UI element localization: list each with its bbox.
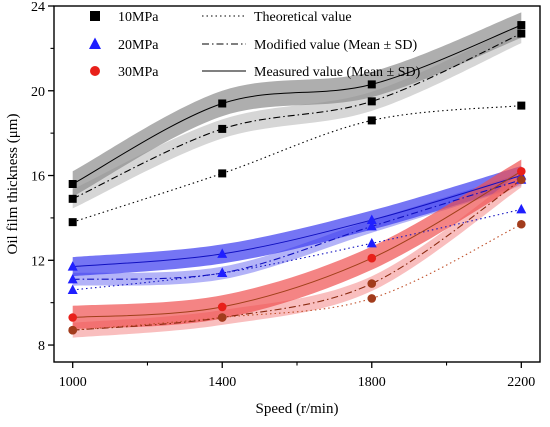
y-tick-label: 20 <box>31 85 45 100</box>
x-tick-label: 2200 <box>507 375 535 390</box>
legend-marker-10mpa <box>90 11 100 21</box>
line-theoretical-10mpa <box>72 105 522 223</box>
point-theoretical-20mpa-1000 <box>67 284 78 294</box>
point-modified-10mpa-1400 <box>218 124 227 133</box>
y-tick-label: 24 <box>31 0 45 15</box>
y-tick-label: 8 <box>38 339 45 354</box>
band-measured-10mpa <box>72 12 522 197</box>
band-modified-20mpa <box>72 173 522 286</box>
point-theoretical-10mpa-1400 <box>218 169 227 178</box>
data-markers <box>67 21 527 335</box>
legend-label-10mpa: 10MPa <box>118 10 159 25</box>
point-modified-30mpa-2200 <box>517 175 526 185</box>
point-theoretical-10mpa-1800 <box>367 116 376 125</box>
line-measured-10mpa <box>72 24 522 185</box>
point-measured-10mpa-1000 <box>68 180 77 188</box>
y-axis: 8 12 16 20 24 <box>31 0 54 354</box>
x-tick-label: 1400 <box>208 375 236 390</box>
band-modified-10mpa <box>72 24 522 209</box>
point-theoretical-10mpa-1000 <box>68 218 77 227</box>
point-measured-30mpa-1400 <box>217 302 227 312</box>
legend-marker-20mpa <box>89 37 101 49</box>
point-measured-10mpa-1400 <box>218 99 227 108</box>
x-tick-label: 1800 <box>358 375 386 390</box>
x-axis-label: Speed (r/min) <box>256 401 339 417</box>
legend-label-30mpa: 30MPa <box>118 65 159 80</box>
legend-style-label-1: Theoretical value <box>254 10 352 25</box>
point-modified-30mpa-1000 <box>68 325 77 335</box>
point-measured-10mpa-2200 <box>517 21 526 30</box>
point-measured-30mpa-2200 <box>517 166 526 176</box>
band-measured-30mpa <box>72 159 522 330</box>
series-lines <box>72 24 522 331</box>
line-theoretical-30mpa <box>72 223 522 331</box>
x-tick-label: 1000 <box>59 375 87 390</box>
legend-style-label-3: Measured value (Mean ± SD) <box>254 65 421 80</box>
point-theoretical-30mpa-1800 <box>367 294 377 303</box>
line-modified-30mpa <box>72 179 522 331</box>
point-modified-30mpa-1400 <box>217 313 227 322</box>
line-modified-10mpa <box>72 32 522 200</box>
line-modified-20mpa <box>72 179 522 280</box>
legend-style-label-2: Modified value (Mean ± SD) <box>254 38 418 53</box>
y-axis-label: Oil film thickness (μm) <box>5 114 21 255</box>
line-measured-30mpa <box>72 170 522 318</box>
x-axis: 1000 1400 1800 2200 <box>59 362 535 390</box>
y-tick-label: 12 <box>31 254 45 269</box>
point-modified-20mpa-1400 <box>217 267 228 277</box>
point-theoretical-10mpa-2200 <box>517 101 526 110</box>
sd-bands <box>72 12 522 338</box>
point-theoretical-20mpa-1800 <box>366 237 377 248</box>
point-measured-20mpa-1800 <box>366 214 377 225</box>
point-modified-20mpa-1000 <box>67 273 78 284</box>
point-modified-10mpa-2200 <box>517 29 526 38</box>
point-measured-10mpa-1800 <box>367 80 376 89</box>
point-theoretical-30mpa-2200 <box>517 219 526 229</box>
point-modified-30mpa-1800 <box>367 279 377 288</box>
point-measured-30mpa-1000 <box>68 313 77 322</box>
band-measured-20mpa <box>72 166 522 277</box>
point-measured-20mpa-1000 <box>67 261 78 271</box>
point-measured-30mpa-1800 <box>367 253 377 263</box>
legend-label-20mpa: 20MPa <box>118 38 159 53</box>
line-measured-20mpa <box>72 175 522 268</box>
point-theoretical-20mpa-2200 <box>516 203 527 214</box>
y-tick-label: 16 <box>31 170 45 185</box>
point-modified-10mpa-1800 <box>367 97 376 106</box>
legend: 10MPa 20MPa 30MPa Theoretical value Modified… <box>89 10 421 80</box>
point-modified-20mpa-1800 <box>366 220 377 231</box>
point-measured-20mpa-1400 <box>217 248 228 258</box>
point-modified-10mpa-1000 <box>68 194 77 203</box>
legend-marker-30mpa <box>90 66 100 76</box>
